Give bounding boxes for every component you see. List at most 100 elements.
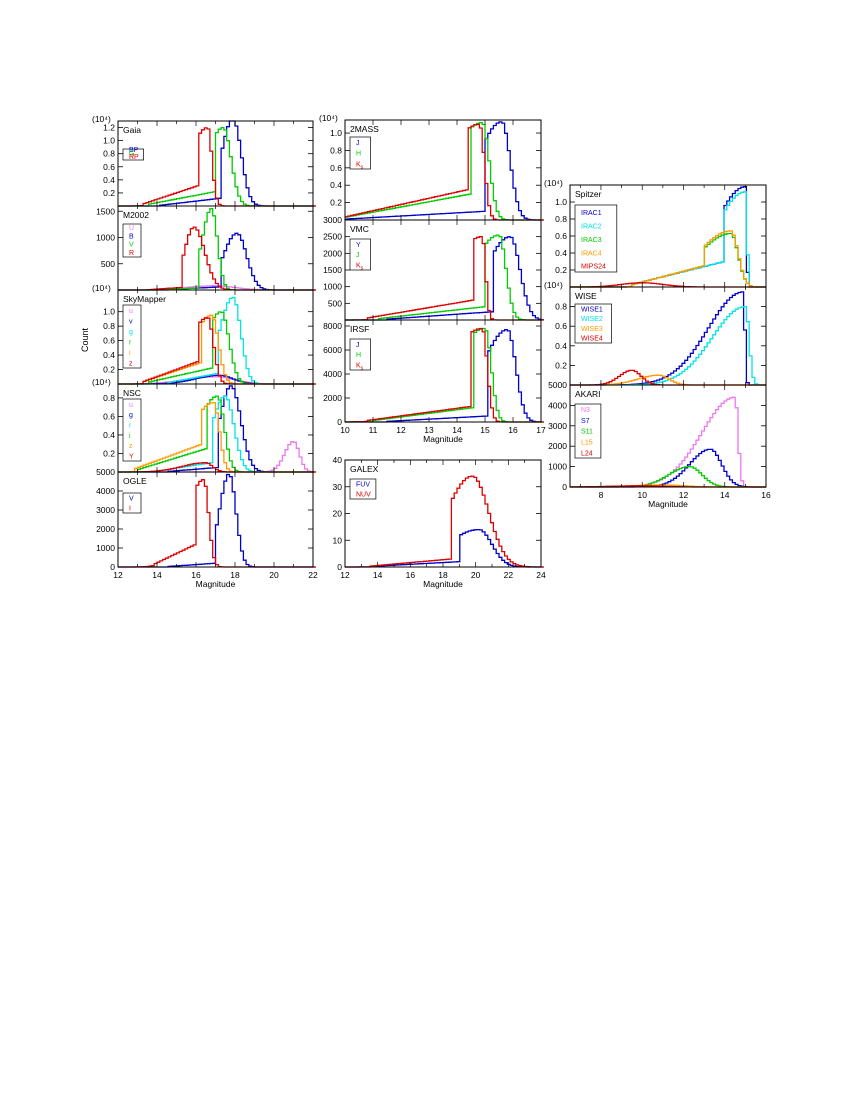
legend-box bbox=[122, 398, 142, 462]
legend-entry-z: z bbox=[129, 443, 133, 450]
y-tick-label: 0.6 bbox=[103, 336, 115, 346]
y-multiplier: (10⁴) bbox=[544, 280, 563, 290]
y-tick-label: 3000 bbox=[96, 505, 115, 515]
plot-frame bbox=[344, 459, 542, 568]
shared-y-label: Count bbox=[80, 328, 90, 353]
legend-entry-u: u bbox=[129, 308, 133, 315]
legend-box bbox=[349, 238, 371, 271]
y-tick-label: 1000 bbox=[96, 543, 115, 553]
legend-entry-fuv: FUV bbox=[356, 482, 370, 489]
y-multiplier: (10⁴) bbox=[92, 283, 111, 293]
x-tick-label: 16 bbox=[406, 570, 416, 580]
y-tick-label: 1000 bbox=[548, 462, 567, 472]
legend-entry-l15: L15 bbox=[581, 440, 593, 447]
panel-title: AKARI bbox=[575, 389, 601, 399]
series-ogle-i bbox=[118, 479, 316, 568]
x-tick-label: 13 bbox=[424, 425, 434, 435]
legend-entry-b: B bbox=[129, 233, 134, 240]
series-nsc-i bbox=[118, 395, 316, 473]
series-akari-s7 bbox=[570, 448, 766, 488]
x-tick-label: 20 bbox=[269, 570, 279, 580]
panel-title: Spitzer bbox=[575, 189, 602, 199]
x-axis-label: Magnitude bbox=[423, 434, 463, 444]
legend-entry-h: H bbox=[356, 352, 361, 359]
panel-wise: 0.2 0.4 0.6 0.8 (10⁴) WISE WISE1 WISE2 WISE3 WISE… bbox=[544, 280, 767, 386]
panel-title: M2002 bbox=[123, 210, 149, 220]
y-tick-label: 1.2 bbox=[103, 123, 115, 133]
y-tick-label: 0.8 bbox=[555, 302, 567, 312]
legend-entry-ks: Ks bbox=[356, 161, 364, 170]
x-tick-label: 16 bbox=[191, 570, 201, 580]
y-multiplier: (10⁴) bbox=[92, 114, 111, 124]
x-tick-label: 14 bbox=[452, 425, 462, 435]
plot-frame bbox=[569, 384, 767, 488]
y-tick-label: 4000 bbox=[323, 369, 342, 379]
x-tick-label: 17 bbox=[536, 425, 546, 435]
series-vmc-y bbox=[345, 236, 544, 321]
legend-entry-irac1: IRAC1 bbox=[581, 210, 602, 217]
legend-entry-s7: S7 bbox=[581, 418, 590, 425]
legend-entry-j: J bbox=[356, 140, 360, 147]
legend-entry-irac2: IRAC2 bbox=[581, 223, 602, 230]
series-2mass-ks bbox=[345, 123, 544, 221]
y-tick-label: 0.4 bbox=[103, 350, 115, 360]
x-tick-label: 16 bbox=[508, 425, 518, 435]
y-tick-label: 0.4 bbox=[103, 175, 115, 185]
series-nsc-r bbox=[118, 395, 316, 473]
y-tick-label: 3000 bbox=[323, 215, 342, 225]
y-tick-label: 0.6 bbox=[330, 163, 342, 173]
y-tick-label: 500 bbox=[328, 298, 342, 308]
y-multiplier: (10⁴) bbox=[319, 113, 338, 123]
series-skymapper-g bbox=[118, 296, 316, 385]
panel-2mass: 0.2 0.4 0.6 0.8 1.0 (10⁴) 2MASS JH Ks bbox=[319, 113, 544, 221]
x-tick-label: 8 bbox=[599, 490, 604, 500]
x-tick-label: 11 bbox=[369, 425, 378, 435]
y-tick-label: 0.6 bbox=[103, 411, 115, 421]
series-irsf-h bbox=[345, 327, 544, 423]
series-galex-fuv bbox=[345, 528, 544, 568]
legend-entry-bp: BP bbox=[129, 147, 139, 154]
legend-entry-rp: RP bbox=[129, 154, 139, 161]
legend-entry-i: I bbox=[129, 506, 131, 513]
y-tick-label: 500 bbox=[101, 259, 115, 269]
series-gaia-bp bbox=[118, 120, 316, 207]
legend-entry-g: G bbox=[129, 150, 134, 157]
y-tick-label: 0.4 bbox=[555, 341, 567, 351]
series-nsc-g bbox=[118, 385, 316, 473]
x-tick-label: 24 bbox=[536, 570, 546, 580]
y-tick-label: 1500 bbox=[323, 265, 342, 275]
y-tick-label: 2500 bbox=[323, 232, 342, 242]
legend-entry-irac3: IRAC3 bbox=[581, 237, 602, 244]
legend-entry-i: i bbox=[129, 350, 131, 357]
y-tick-label: 0.2 bbox=[555, 360, 567, 370]
legend-entry-r: r bbox=[129, 339, 132, 346]
panel-title: IRSF bbox=[350, 324, 369, 334]
y-tick-label: 20 bbox=[333, 509, 343, 519]
series-irsf-ks bbox=[345, 327, 544, 423]
y-tick-label: 1000 bbox=[96, 233, 115, 243]
y-tick-label: 0.4 bbox=[555, 248, 567, 258]
series-nsc-z bbox=[118, 402, 316, 473]
panel-title: OGLE bbox=[123, 476, 147, 486]
legend-entry-v: V bbox=[129, 496, 134, 503]
legend-entry-mips24: MIPS24 bbox=[581, 264, 606, 271]
series-irsf-j bbox=[345, 329, 544, 423]
legend-entry-r: r bbox=[129, 422, 132, 429]
y-tick-label: 2000 bbox=[96, 524, 115, 534]
y-tick-label: 40 bbox=[333, 455, 343, 465]
x-tick-label: 12 bbox=[679, 490, 689, 500]
y-tick-label: 0.4 bbox=[330, 180, 342, 190]
x-tick-label: 14 bbox=[373, 570, 383, 580]
series-spitzer-mips24 bbox=[570, 282, 766, 288]
y-tick-label: 5000 bbox=[548, 380, 567, 390]
panel-irsf: 0 2000 4000 6000 8000 10 11 12 13 14 15 16 17 Magnitu… bbox=[323, 319, 546, 444]
y-tick-label: 1.0 bbox=[103, 136, 115, 146]
y-tick-label: 4000 bbox=[96, 486, 115, 496]
legend-entry-u: U bbox=[129, 225, 134, 232]
y-tick-label: 0.2 bbox=[103, 365, 115, 375]
legend-box bbox=[122, 148, 144, 161]
y-tick-label: 2000 bbox=[548, 441, 567, 451]
y-tick-label: 2000 bbox=[323, 248, 342, 258]
